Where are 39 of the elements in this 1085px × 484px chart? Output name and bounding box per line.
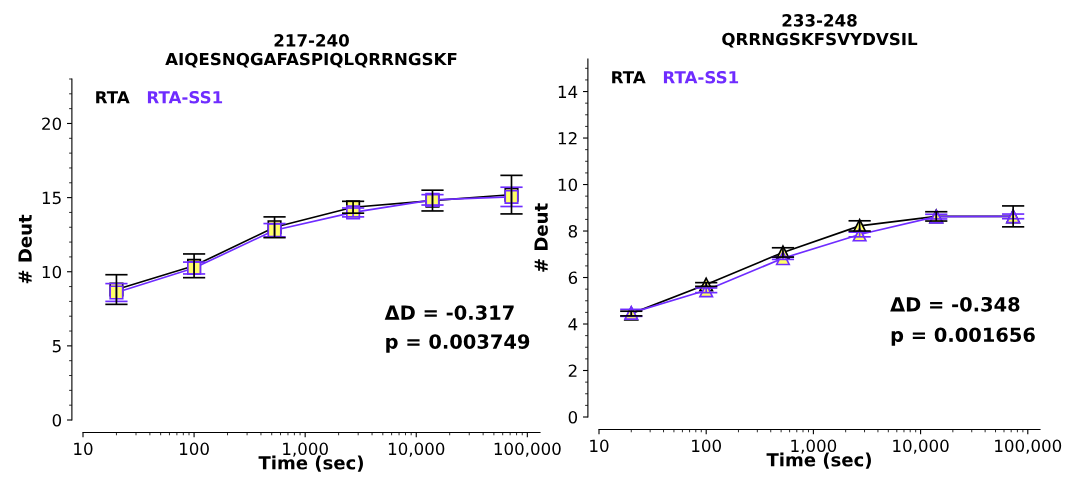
x-tick-label: 100 <box>692 439 721 453</box>
text: RTA-SS1 <box>147 90 223 104</box>
y-tick-label: 0 <box>52 413 62 427</box>
text: RTA <box>612 71 646 84</box>
annotation: p = 0.003749 <box>386 334 530 353</box>
x-tick-label: 1,000 <box>283 442 328 457</box>
y-tick-label: 6 <box>568 271 578 285</box>
x-axis-title: Time (sec) <box>766 452 871 469</box>
annotation: p = 0.001656 <box>891 327 1035 346</box>
y-tick-label: 10 <box>42 265 62 279</box>
chart-title: 217-240 <box>274 34 349 47</box>
x-tick-label: 100,000 <box>995 439 1062 454</box>
y-tick-label: 14 <box>558 85 578 98</box>
y-tick-label: 0 <box>568 410 578 424</box>
x-tick-label: 1,000 <box>791 439 837 454</box>
text: RTA-SS1 <box>663 70 739 84</box>
y-tick-label: 12 <box>558 132 577 145</box>
x-axis-title: Time (sec) <box>258 455 363 472</box>
y-tick-label: 8 <box>568 224 578 238</box>
y-tick-label: 10 <box>558 178 578 192</box>
chart-subtitle: AIQESNQGAFASPIQLQRRNGSKF <box>165 52 457 68</box>
x-tick-label: 10,000 <box>893 439 949 454</box>
annotation: ΔD = -0.317 <box>384 305 514 320</box>
text: RTA <box>96 91 130 104</box>
x-tick-label: 10,000 <box>388 442 445 457</box>
y-tick-label: 4 <box>568 318 578 331</box>
annotation: ΔD = -0.348 <box>890 296 1020 312</box>
x-tick-label: 100,000 <box>494 442 561 457</box>
y-axis-title: # Deut <box>534 203 548 272</box>
y-tick-label: 2 <box>568 364 577 377</box>
x-tick-label: 100 <box>180 442 209 456</box>
y-axis-title: # Deut <box>18 214 32 284</box>
chart-title: 233-248 <box>782 14 857 27</box>
y-tick-label: 5 <box>52 340 61 353</box>
chart-subtitle: QRRNGSKFSVYDVSIL <box>722 32 918 48</box>
x-tick-label: 10 <box>74 442 93 456</box>
x-tick-label: 10 <box>590 439 609 453</box>
y-tick-label: 15 <box>42 191 61 205</box>
y-tick-label: 20 <box>42 117 62 131</box>
